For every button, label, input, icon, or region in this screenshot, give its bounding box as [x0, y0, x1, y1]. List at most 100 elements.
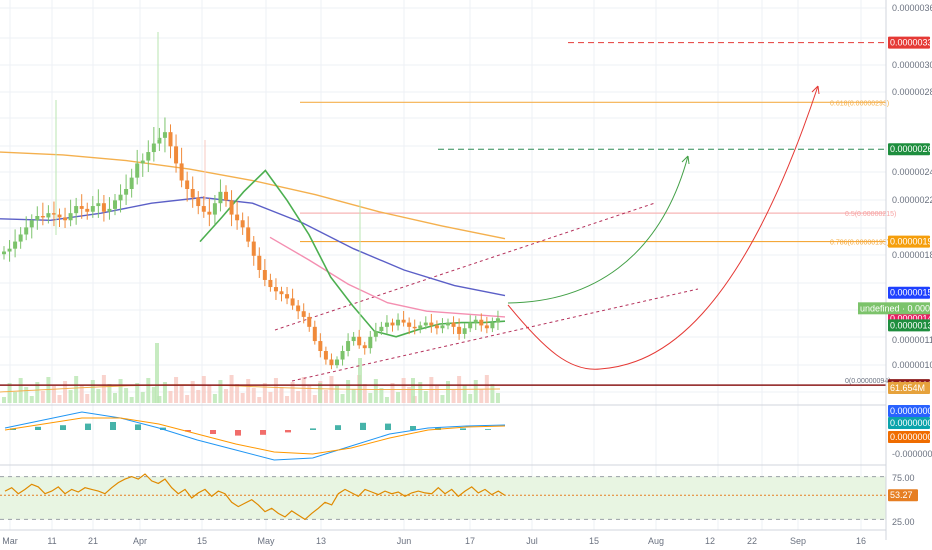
candle-body[interactable] — [107, 208, 112, 212]
candle-body[interactable] — [446, 322, 450, 326]
candle-body[interactable] — [68, 213, 73, 221]
rsi-pane[interactable] — [0, 473, 886, 521]
candle-body[interactable] — [262, 270, 267, 280]
candle-body[interactable] — [168, 132, 173, 147]
candle-body[interactable] — [340, 351, 345, 360]
candle-body[interactable] — [285, 294, 290, 299]
candle-body[interactable] — [418, 325, 423, 329]
candle-body[interactable] — [135, 163, 140, 178]
candle-body[interactable] — [240, 220, 245, 228]
candle-body[interactable] — [462, 328, 467, 334]
candle-body[interactable] — [218, 191, 223, 204]
candle-body[interactable] — [357, 336, 362, 346]
candle-body[interactable] — [179, 163, 184, 181]
candle-body[interactable] — [479, 319, 484, 326]
candle-body[interactable] — [290, 298, 295, 306]
projection-green — [507, 155, 689, 304]
candle-body[interactable] — [335, 359, 339, 366]
candle-body[interactable] — [185, 180, 190, 189]
candle-body[interactable] — [57, 214, 62, 218]
candle-body[interactable] — [174, 146, 179, 164]
price-axis-labels[interactable]: 0.00000360 0.00000300 0.00000280 0.00000240… — [892, 3, 932, 527]
candle-body[interactable] — [74, 206, 79, 214]
candle-body[interactable] — [212, 203, 217, 215]
candle-body[interactable] — [296, 305, 301, 312]
candle-body[interactable] — [423, 322, 428, 326]
candle-body[interactable] — [51, 213, 56, 215]
volume-bar — [362, 384, 367, 403]
candle-body[interactable] — [307, 316, 312, 327]
candle-body[interactable] — [495, 318, 500, 323]
candle-body[interactable] — [407, 322, 412, 327]
candle-body[interactable] — [157, 137, 162, 144]
candle-body[interactable] — [124, 189, 129, 195]
candle-body[interactable] — [63, 217, 68, 221]
time-axis-labels[interactable]: Mar 11 21 Apr 15 May 13 Jun 17 Jul 15 Aug 12 22 Sep 16 — [2, 536, 866, 546]
candle-body[interactable] — [207, 211, 212, 215]
candle-body[interactable] — [101, 203, 106, 212]
candle-body[interactable] — [151, 143, 156, 153]
candle-body[interactable] — [118, 194, 123, 201]
candle-body[interactable] — [190, 189, 195, 198]
candle-body[interactable] — [301, 311, 306, 317]
candle-body[interactable] — [351, 336, 356, 342]
candle-body[interactable] — [312, 326, 317, 342]
candle-body[interactable] — [85, 208, 90, 212]
candle-body[interactable] — [246, 227, 251, 242]
candle-body[interactable] — [2, 251, 6, 255]
candle-body[interactable] — [368, 336, 373, 349]
candle-body[interactable] — [346, 341, 351, 351]
candle-body[interactable] — [268, 279, 273, 288]
candle-body[interactable] — [251, 241, 256, 256]
candle-body[interactable] — [146, 152, 151, 161]
candle-body[interactable] — [96, 203, 101, 207]
candle-body[interactable] — [318, 341, 323, 351]
candle-body[interactable] — [468, 322, 473, 329]
candle-body[interactable] — [323, 351, 328, 360]
candle-body[interactable] — [379, 326, 384, 332]
candle-body[interactable] — [224, 191, 228, 201]
candle-body[interactable] — [29, 220, 34, 228]
candle-body[interactable] — [140, 160, 145, 164]
candle-body[interactable] — [473, 319, 478, 323]
candle-body[interactable] — [18, 234, 23, 242]
macd-histogram-bar — [385, 423, 391, 430]
candle-body[interactable] — [13, 241, 18, 249]
candle-body[interactable] — [24, 227, 29, 235]
candle-body[interactable] — [229, 200, 234, 215]
candle-body[interactable] — [451, 322, 456, 327]
candle-body[interactable] — [457, 326, 462, 334]
candle-body[interactable] — [384, 322, 389, 327]
candle-body[interactable] — [40, 216, 45, 218]
candle-body[interactable] — [113, 200, 117, 209]
candle-body[interactable] — [329, 359, 334, 366]
candle-body[interactable] — [7, 248, 12, 252]
candle-body[interactable] — [429, 322, 434, 326]
candle-body[interactable] — [235, 214, 240, 221]
candle-body[interactable] — [35, 216, 40, 221]
candle-body[interactable] — [440, 325, 445, 329]
candle-body[interactable] — [273, 287, 278, 292]
candle-body[interactable] — [129, 177, 134, 189]
candle-body[interactable] — [362, 345, 367, 349]
candle-body[interactable] — [79, 206, 84, 209]
candlesticks[interactable] — [2, 32, 500, 370]
candle-body[interactable] — [257, 255, 262, 270]
candle-body[interactable] — [196, 197, 201, 207]
candle-body[interactable] — [390, 322, 395, 326]
candle-body[interactable] — [279, 291, 284, 295]
candle-body[interactable] — [396, 319, 401, 326]
candle-body[interactable] — [401, 319, 406, 323]
candle-body[interactable] — [490, 322, 495, 329]
candle-body[interactable] — [201, 206, 206, 212]
candle-body[interactable] — [162, 132, 167, 138]
candle-body[interactable] — [46, 213, 51, 218]
candle-body[interactable] — [373, 331, 378, 337]
candle-body[interactable] — [412, 326, 417, 329]
candle-body[interactable] — [90, 206, 95, 212]
time-tick-label: 15 — [197, 536, 207, 546]
candle-body[interactable] — [434, 325, 439, 329]
macd-pane[interactable] — [4, 411, 506, 461]
candle-body[interactable] — [484, 325, 489, 329]
